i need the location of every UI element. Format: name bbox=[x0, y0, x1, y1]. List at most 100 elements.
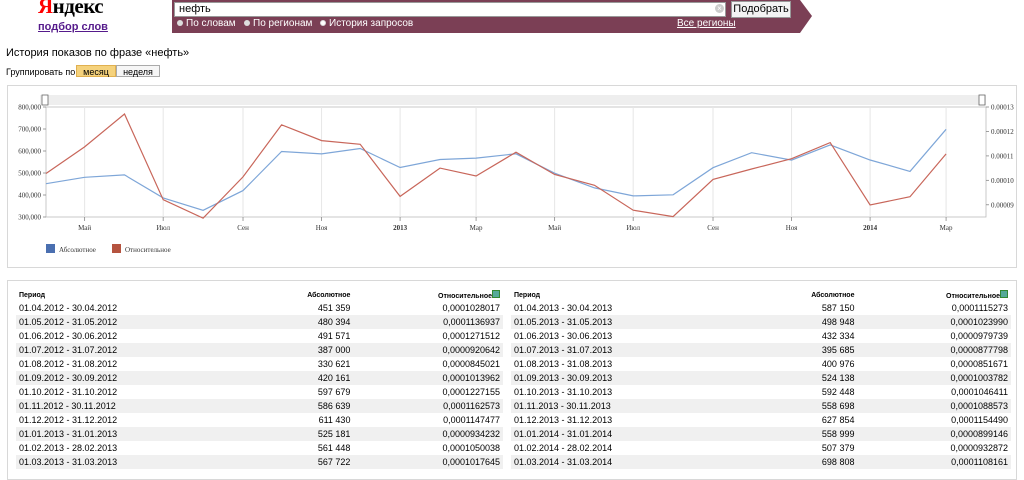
relative-cell: 0,0000920642 bbox=[353, 343, 503, 357]
period-cell: 01.01.2013 - 31.01.2013 bbox=[16, 427, 246, 441]
legend-swatch bbox=[46, 244, 55, 253]
export-icon[interactable] bbox=[492, 290, 500, 298]
plot-area bbox=[45, 106, 987, 218]
y-right-tick-label: 0.00012 bbox=[991, 128, 1014, 136]
x-tick-label: Мар bbox=[470, 224, 483, 232]
relative-cell: 0,0001162573 bbox=[353, 399, 503, 413]
period-cell: 01.08.2013 - 31.08.2013 bbox=[514, 359, 613, 369]
absolute-cell: 561 448 bbox=[317, 443, 351, 453]
period-cell: 01.10.2012 - 31.10.2012 bbox=[19, 387, 118, 397]
table-row: 01.02.2013 - 28.02.2013 561 448 0,00010500… bbox=[16, 441, 503, 455]
radio-query-history[interactable]: История запросов bbox=[320, 18, 413, 29]
column-header-period: Период bbox=[514, 291, 541, 299]
relative-cell: 0,0000934232 bbox=[353, 427, 503, 441]
absolute-cell: 400 976 bbox=[821, 359, 855, 369]
search-input[interactable]: нефть bbox=[174, 2, 726, 17]
absolute-cell: 586 639 bbox=[245, 399, 354, 413]
relative-cell: 0,0001023990 bbox=[857, 315, 1011, 329]
legend-label: Относительное bbox=[125, 246, 171, 254]
period-cell: 01.07.2013 - 31.07.2013 bbox=[511, 343, 747, 357]
relative-cell: 0,0001136937 bbox=[353, 315, 503, 329]
legend-swatch bbox=[112, 244, 121, 253]
table-header: Период Абсолютное Относительное bbox=[16, 289, 503, 301]
x-tick-label: Ноя bbox=[786, 224, 798, 232]
history-chart: 300,000 400,000 500,000 600,000 700,000 800,0… bbox=[18, 94, 1014, 254]
export-icon[interactable] bbox=[1000, 290, 1008, 298]
table-row: 01.12.2012 - 31.12.2012 611 430 0,00011474… bbox=[16, 413, 503, 427]
period-cell: 01.02.2014 - 28.02.2014 bbox=[514, 443, 613, 453]
absolute-cell: 611 430 bbox=[318, 415, 351, 425]
x-axis: Май Июл Сен Ноя 2013 Мар Май Июл Сен Ноя 2014 Мар bbox=[78, 217, 953, 232]
chart-panel: 300,000 400,000 500,000 600,000 700,000 800,0… bbox=[7, 85, 1017, 268]
absolute-cell: 330 621 bbox=[317, 359, 351, 369]
radio-selected-icon bbox=[320, 20, 326, 26]
radio-by-regions[interactable]: По регионам bbox=[244, 18, 312, 29]
search-button[interactable]: Подобрать bbox=[731, 1, 791, 18]
period-cell: 01.11.2013 - 30.11.2013 bbox=[511, 399, 747, 413]
clear-icon[interactable]: × bbox=[715, 4, 724, 13]
absolute-cell: 498 948 bbox=[746, 315, 858, 329]
group-week-button[interactable]: неделя bbox=[116, 65, 160, 77]
absolute-cell: 558 999 bbox=[746, 427, 858, 441]
y-right-tick-label: 0.00013 bbox=[991, 104, 1014, 112]
period-cell: 01.04.2012 - 30.04.2012 bbox=[19, 303, 118, 313]
x-tick-label: Май bbox=[548, 224, 561, 232]
table-row: 01.01.2013 - 31.01.2013 525 181 0,00009342… bbox=[16, 427, 503, 441]
absolute-cell: 395 685 bbox=[746, 343, 858, 357]
period-cell: 01.10.2013 - 31.10.2013 bbox=[514, 387, 613, 397]
group-month-button[interactable]: месяц bbox=[76, 65, 116, 77]
table-row: 01.04.2012 - 30.04.2012 451 359 0,00010280… bbox=[16, 301, 503, 315]
relative-cell: 0,0001003782 bbox=[857, 371, 1011, 385]
wordstat-link[interactable]: подбор слов bbox=[38, 21, 108, 33]
chart-series bbox=[45, 113, 947, 219]
table-row: 01.11.2013 - 30.11.2013 558 698 0,00010885… bbox=[511, 399, 1011, 413]
y-left-tick-label: 800,000 bbox=[18, 104, 41, 112]
relative-cell: 0,0001271512 bbox=[442, 331, 500, 341]
x-tick-label: Июл bbox=[626, 224, 640, 232]
period-cell: 01.02.2013 - 28.02.2013 bbox=[19, 443, 118, 453]
range-handle-left[interactable] bbox=[41, 94, 49, 106]
period-cell: 01.05.2013 - 31.05.2013 bbox=[511, 315, 747, 329]
absolute-cell: 525 181 bbox=[245, 427, 354, 441]
table-row: 01.05.2012 - 31.05.2012 480 394 0,00011369… bbox=[16, 315, 503, 329]
x-tick-label: Сен bbox=[237, 224, 249, 232]
history-table-left: Период Абсолютное Относительное 01.04.20… bbox=[16, 289, 503, 469]
period-cell: 01.06.2013 - 30.06.2013 bbox=[514, 331, 613, 341]
group-by-label: Группировать по: bbox=[6, 67, 78, 77]
absolute-cell: 567 722 bbox=[245, 455, 354, 469]
period-cell: 01.07.2012 - 31.07.2012 bbox=[16, 343, 246, 357]
table-row: 01.03.2013 - 31.03.2013 567 722 0,00010176… bbox=[16, 455, 503, 469]
absolute-cell: 491 571 bbox=[317, 331, 351, 341]
all-regions-link[interactable]: Все регионы bbox=[677, 18, 736, 29]
yandex-logo[interactable]: Яндекс bbox=[38, 0, 104, 19]
table-header: Период Абсолютное Относительное bbox=[511, 289, 1011, 301]
y-left-tick-label: 700,000 bbox=[18, 126, 41, 134]
period-cell: 01.06.2012 - 30.06.2012 bbox=[19, 331, 118, 341]
relative-cell: 0,0001050038 bbox=[442, 443, 500, 453]
absolute-cell: 420 161 bbox=[245, 371, 354, 385]
period-cell: 01.03.2013 - 31.03.2013 bbox=[16, 455, 246, 469]
relative-cell: 0,0000979739 bbox=[950, 331, 1008, 341]
range-selector-track[interactable] bbox=[40, 95, 986, 105]
table-row: 01.03.2014 - 31.03.2014 698 808 0,00011081… bbox=[511, 455, 1011, 469]
y-left-tick-label: 300,000 bbox=[18, 214, 41, 222]
absolute-cell: 597 679 bbox=[317, 387, 351, 397]
period-cell: 01.09.2012 - 30.09.2012 bbox=[16, 371, 246, 385]
absolute-cell: 558 698 bbox=[746, 399, 858, 413]
period-cell: 01.12.2013 - 31.12.2013 bbox=[514, 415, 613, 425]
chart-grid bbox=[45, 106, 987, 218]
radio-icon bbox=[177, 20, 183, 26]
absolute-cell: 432 334 bbox=[821, 331, 855, 341]
x-tick-label: Сен bbox=[707, 224, 719, 232]
absolute-cell: 451 359 bbox=[317, 303, 351, 313]
table-row: 01.07.2012 - 31.07.2012 387 000 0,00009206… bbox=[16, 343, 503, 357]
relative-cell: 0,0001088573 bbox=[857, 399, 1011, 413]
right-axis: 0.00009 0.00010 0.00011 0.00012 0.00013 bbox=[986, 104, 1014, 209]
table-row: 01.04.2013 - 30.04.2013 587 150 0,00011152… bbox=[511, 301, 1011, 315]
range-handle-right[interactable] bbox=[978, 94, 986, 106]
column-header-absolute: Абсолютное bbox=[307, 291, 351, 299]
column-header-relative: Относительное bbox=[857, 289, 1011, 301]
radio-by-words[interactable]: По словам bbox=[177, 18, 236, 29]
table-row: 01.11.2012 - 30.11.2012 586 639 0,00011625… bbox=[16, 399, 503, 413]
absolute-cell: 480 394 bbox=[245, 315, 354, 329]
